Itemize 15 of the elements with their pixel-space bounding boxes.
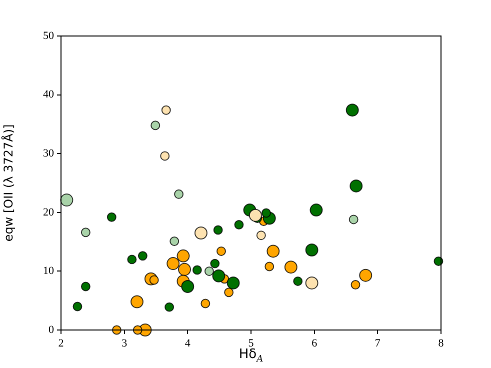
x-tick-label: 3: [122, 337, 128, 350]
x-axis-title: Hδ$_{A}$: [238, 347, 264, 365]
x-tick-label: 7: [374, 337, 381, 350]
x-tick-label: 8: [438, 337, 444, 350]
y-axis-title: eqw [OII (λ 3727Å)]: [0, 124, 16, 242]
x-tick-label: 4: [184, 337, 191, 350]
y-tick-label: 40: [43, 88, 54, 101]
y-tick-label: 10: [43, 265, 54, 278]
y-tick-label: 0: [48, 324, 54, 336]
y-tick-label: 50: [43, 30, 54, 42]
x-tick-label: 2: [58, 337, 64, 350]
y-tick-label: 20: [43, 206, 54, 218]
y-tick-label: 30: [43, 147, 54, 160]
x-tick-label: 6: [312, 337, 318, 350]
x-tick-label: 5: [248, 337, 254, 350]
